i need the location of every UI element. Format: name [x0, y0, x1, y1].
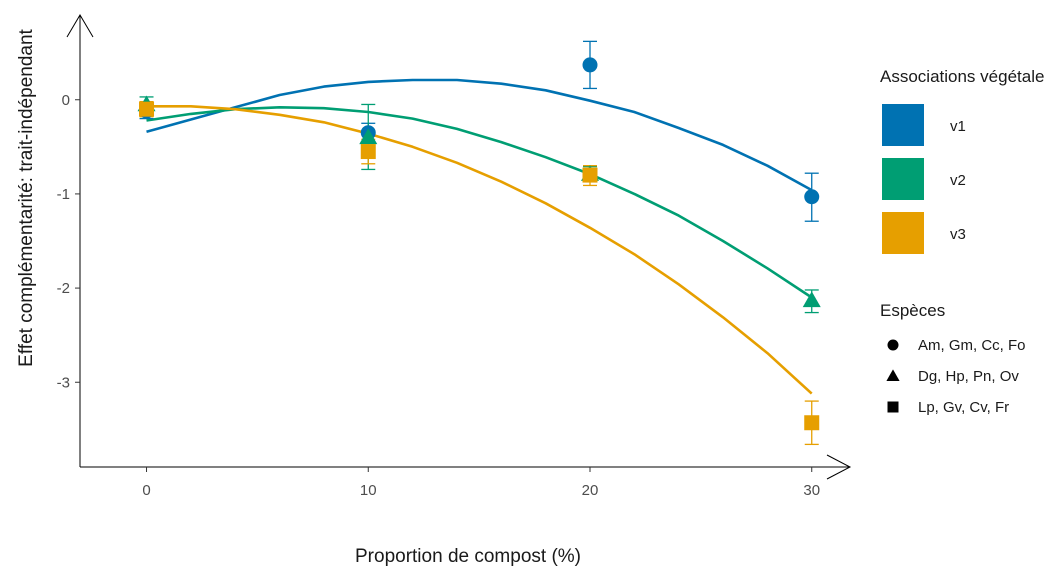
x-tick-label: 30 [803, 482, 820, 499]
point-v3 [582, 167, 598, 183]
curve-v3 [146, 105, 813, 395]
point-v3 [804, 415, 820, 431]
point-v2 [359, 128, 378, 145]
point-v3 [360, 144, 376, 160]
legend-label-v3: v3 [950, 226, 966, 243]
legend-associations-title: Associations végétale [880, 67, 1044, 86]
curve-v1 [146, 78, 813, 192]
x-tick-label: 0 [142, 482, 150, 499]
y-axis-title: Effet complémentarité: trait-indépendant [16, 28, 37, 366]
fitted-curves [146, 78, 813, 395]
y-axis-arrow [66, 14, 94, 38]
legend-swatch-v3 [882, 212, 924, 254]
x-axis-title: Proportion de compost (%) [355, 546, 581, 567]
legend-species: Espèces Am, Gm, Cc, Fo Dg, Hp, Pn, Ov Lp, … [880, 301, 1026, 416]
curve-v2 [146, 106, 813, 299]
legend-species-label: Lp, Gv, Cv, Fr [918, 399, 1009, 416]
error-bars [139, 40, 819, 446]
x-axis-arrow [826, 454, 852, 480]
point-v1 [582, 57, 598, 73]
legend-associations: Associations végétale v1 v2 v3 [880, 67, 1044, 254]
legend-shape-triangle [886, 369, 900, 381]
point-v1 [804, 189, 820, 205]
legend-swatch-v1 [882, 104, 924, 146]
legend-shape-square [887, 401, 899, 413]
point-v2 [802, 291, 821, 308]
y-tick-label: 0 [62, 92, 70, 109]
axes [66, 14, 852, 480]
x-axis-ticks: 0 10 20 30 [142, 467, 820, 499]
legend-species-label: Dg, Hp, Pn, Ov [918, 368, 1019, 385]
legend-species-label: Am, Gm, Cc, Fo [918, 337, 1026, 354]
legend-shape-circle [887, 339, 899, 351]
data-points [137, 57, 821, 431]
y-tick-label: -1 [57, 186, 70, 203]
legend-label-v2: v2 [950, 172, 966, 189]
x-tick-label: 10 [360, 482, 377, 499]
point-v3 [139, 101, 155, 117]
y-tick-label: -2 [57, 280, 70, 297]
y-axis-ticks: 0 -1 -2 -3 [57, 92, 80, 391]
legend-species-title: Espèces [880, 301, 945, 320]
legend-label-v1: v1 [950, 118, 966, 135]
y-tick-label: -3 [57, 374, 70, 391]
x-tick-label: 20 [582, 482, 599, 499]
legend-swatch-v2 [882, 158, 924, 200]
